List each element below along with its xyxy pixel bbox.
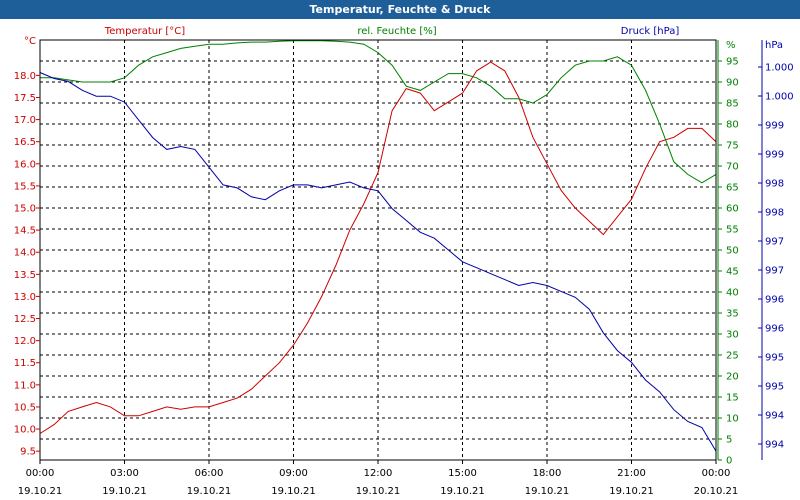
humidity-tick-label: 45 (726, 267, 739, 278)
pressure-tick-label: 998 (765, 208, 784, 219)
pressure-tick-label: 996 (765, 295, 784, 306)
humidity-tick-label: 95 (726, 57, 739, 68)
humidity-tick-label: 50 (726, 246, 739, 257)
humidity-tick-label: 5 (726, 435, 732, 446)
pressure-series-label: Druck [hPa] (621, 26, 680, 37)
temperature-tick-label: 14.0 (14, 248, 36, 259)
x-tick-time-label: 00:00 (702, 468, 731, 479)
pressure-tick-label: 999 (765, 150, 784, 161)
series-lines (39, 40, 717, 452)
x-tick-date-label: 19.10.21 (440, 486, 485, 497)
temperature-tick-label: 12.5 (14, 314, 36, 325)
temperature-tick-label: 17.5 (14, 93, 36, 104)
x-tick-time-label: 12:00 (364, 468, 393, 479)
pressure-tick-label: 1.000 (765, 92, 794, 103)
humidity-tick-label: 55 (726, 225, 739, 236)
x-tick-time-label: 09:00 (279, 468, 308, 479)
x-tick-date-label: 19.10.21 (356, 486, 401, 497)
x-tick-date-label: 20.10.21 (694, 486, 739, 497)
x-tick-time-label: 15:00 (448, 468, 477, 479)
temperature-tick-label: 17.0 (14, 115, 36, 126)
temperature-series-line (39, 61, 717, 434)
pressure-tick-label: 994 (765, 440, 784, 451)
x-tick-date-label: 19.10.21 (271, 486, 316, 497)
temperature-tick-label: 10.0 (14, 425, 36, 436)
x-tick-time-label: 06:00 (195, 468, 224, 479)
x-tick-time-label: 03:00 (110, 468, 139, 479)
pressure-tick-label: 996 (765, 324, 784, 335)
humidity-tick-label: 65 (726, 183, 739, 194)
temperature-tick-label: 13.5 (14, 270, 36, 281)
temperature-tick-label: 13.0 (14, 292, 36, 303)
grid-lines (40, 40, 716, 460)
temperature-tick-label: 11.0 (14, 380, 36, 391)
pressure-tick-label: 999 (765, 121, 784, 132)
temperature-tick-label: 15.0 (14, 204, 36, 215)
x-tick-date-label: 19.10.21 (18, 486, 63, 497)
humidity-tick-label: 10 (726, 414, 739, 425)
temperature-tick-label: 16.0 (14, 159, 36, 170)
humidity-series-label: rel. Feuchte [%] (357, 26, 436, 37)
humidity-tick-label: 60 (726, 204, 739, 215)
pressure-tick-label: 1.000 (765, 63, 794, 74)
pressure-tick-label: 994 (765, 411, 784, 422)
temperature-tick-label: 9.5 (20, 447, 36, 458)
humidity-tick-label: 35 (726, 309, 739, 320)
temperature-tick-label: 12.0 (14, 336, 36, 347)
x-tick-time-label: 18:00 (533, 468, 562, 479)
humidity-tick-label: 85 (726, 99, 739, 110)
pressure-unit-label: hPa (765, 40, 783, 51)
temperature-tick-label: 15.5 (14, 181, 36, 192)
x-tick-date-label: 19.10.21 (525, 486, 570, 497)
humidity-tick-label: 70 (726, 162, 739, 173)
humidity-tick-label: 75 (726, 141, 739, 152)
axis-labels: 00:00 19.10.21 03:00 19.10.21 06:00 19.10.21 0… (14, 26, 794, 497)
humidity-series-line (40, 40, 717, 184)
humidity-unit-label: % (726, 40, 736, 51)
temperature-unit-label: °C (24, 36, 36, 47)
humidity-tick-label: 25 (726, 351, 739, 362)
pressure-tick-label: 997 (765, 266, 784, 277)
humidity-tick-label: 20 (726, 372, 739, 383)
temperature-tick-label: 18.0 (14, 71, 36, 82)
humidity-tick-label: 0 (726, 456, 732, 467)
pressure-tick-label: 998 (765, 179, 784, 190)
humidity-tick-label: 15 (726, 393, 739, 404)
temperature-tick-label: 16.5 (14, 137, 36, 148)
window-title: Temperatur, Feuchte & Druck (0, 0, 800, 19)
humidity-tick-label: 90 (726, 78, 739, 89)
pressure-tick-label: 995 (765, 353, 784, 364)
pressure-series-line (39, 72, 717, 452)
axes (36, 39, 763, 464)
humidity-tick-label: 30 (726, 330, 739, 341)
pressure-tick-label: 995 (765, 382, 784, 393)
x-tick-date-label: 19.10.21 (102, 486, 147, 497)
temperature-tick-label: 10.5 (14, 402, 36, 413)
temperature-tick-label: 11.5 (14, 358, 36, 369)
x-tick-time-label: 00:00 (26, 468, 55, 479)
humidity-tick-label: 40 (726, 288, 739, 299)
x-tick-time-label: 21:00 (617, 468, 646, 479)
x-tick-date-label: 19.10.21 (187, 486, 232, 497)
humidity-tick-label: 80 (726, 120, 739, 131)
x-tick-date-label: 19.10.21 (609, 486, 654, 497)
temperature-series-label: Temperatur [°C] (104, 26, 185, 37)
pressure-tick-label: 997 (765, 237, 784, 248)
temperature-tick-label: 14.5 (14, 226, 36, 237)
